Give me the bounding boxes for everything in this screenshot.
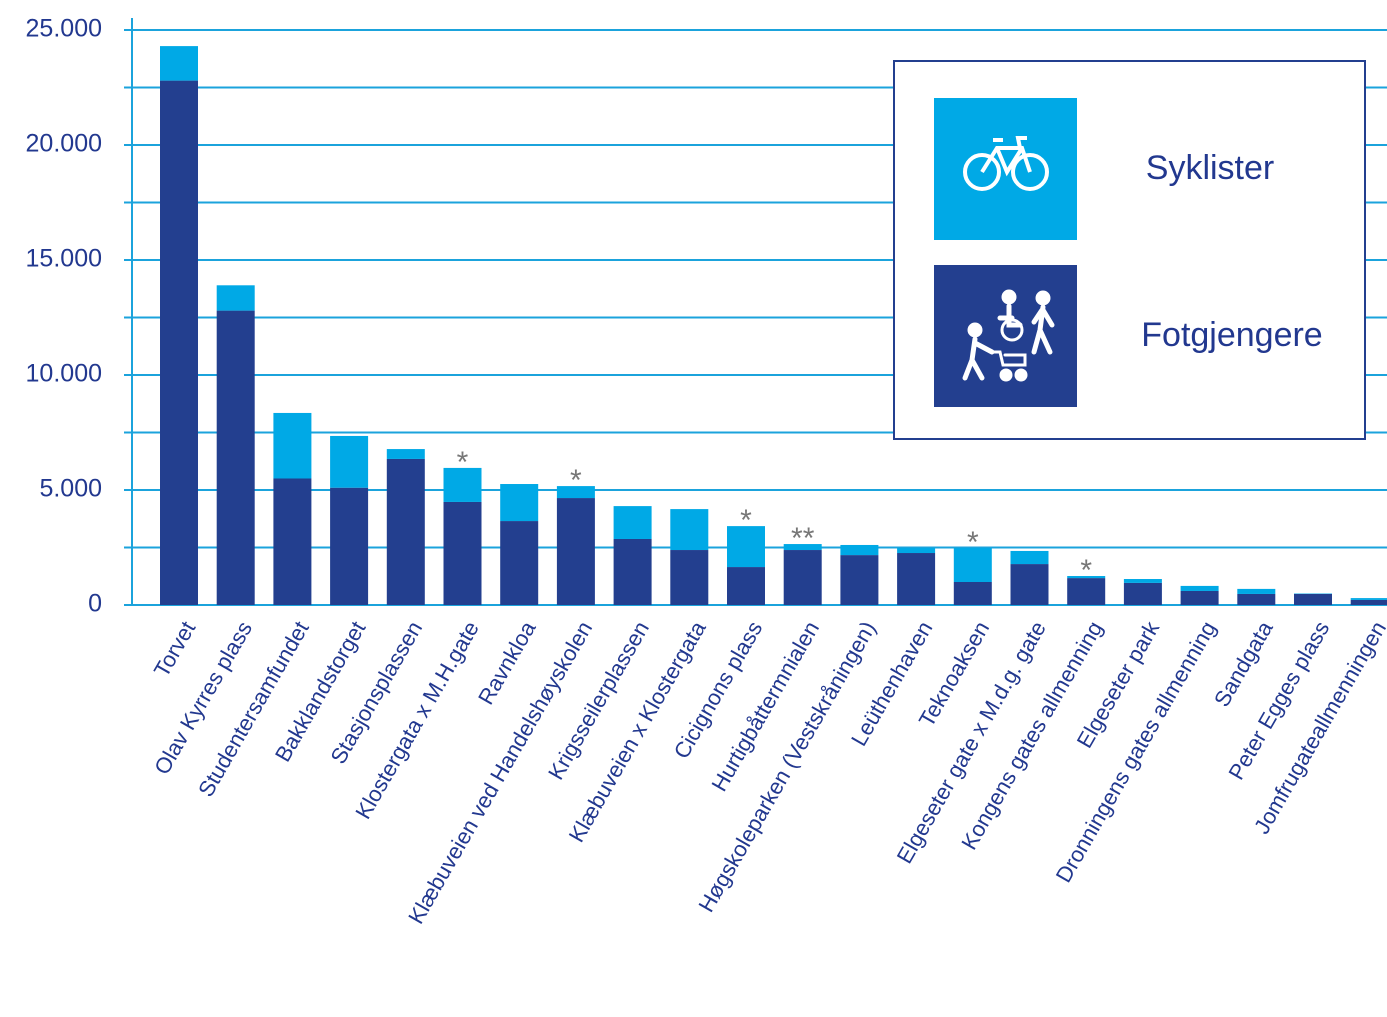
bar-segment — [273, 478, 312, 605]
bar-segment — [1067, 576, 1106, 579]
bar-segment — [897, 553, 936, 605]
annotation: * — [1080, 554, 1092, 587]
bar-segment — [500, 521, 539, 605]
bar-segment — [386, 458, 425, 605]
bar-segment — [443, 467, 482, 502]
bar-segment — [443, 501, 482, 605]
bar-segment — [840, 544, 879, 556]
annotation: * — [457, 446, 469, 479]
bar-segment — [1180, 590, 1219, 605]
pedestrian-icon — [962, 289, 1055, 382]
bar-segment — [1350, 599, 1387, 605]
bar-segment — [500, 484, 539, 522]
annotation: * — [570, 464, 582, 497]
annotation: * — [967, 526, 979, 559]
y-tick-label: 20.000 — [26, 130, 102, 158]
bar-segment — [953, 547, 992, 582]
bar-segment — [953, 582, 992, 605]
bar-segment — [556, 486, 595, 499]
y-tick-label: 5.000 — [39, 475, 102, 503]
bar-segment — [1123, 582, 1162, 605]
bar-segment — [1350, 598, 1387, 600]
y-tick-label: 0 — [88, 590, 102, 618]
bar-segment — [613, 538, 652, 605]
bar-segment — [783, 550, 822, 605]
annotation: ** — [791, 522, 815, 555]
y-tick-label: 15.000 — [26, 245, 102, 273]
bar-segment — [897, 547, 936, 554]
x-tick-label: Torvet — [149, 617, 201, 681]
legend-label: Fotgjengere — [1141, 316, 1322, 354]
bar-segment — [613, 506, 652, 539]
bar-segment — [216, 285, 255, 311]
bar-segment — [1123, 579, 1162, 583]
bar-segment — [783, 544, 822, 551]
x-tick-label: Peter Egges plass — [1223, 617, 1334, 784]
bar-segment — [556, 498, 595, 605]
bar-segment — [1237, 588, 1276, 594]
bar-segment — [1010, 564, 1049, 605]
bar-segment — [160, 46, 198, 81]
bar-segment — [216, 310, 255, 605]
bar-segment — [1067, 578, 1106, 605]
bar-segment — [727, 567, 765, 605]
bar-segment — [273, 412, 312, 479]
y-tick-label: 25.000 — [26, 15, 102, 43]
bar-segment — [670, 509, 709, 551]
annotation: * — [740, 504, 752, 537]
bar-segment — [330, 487, 369, 605]
bar-segment — [1294, 593, 1332, 605]
legend-label: Syklister — [1146, 149, 1274, 187]
legend: Syklister Fotgjengere — [893, 60, 1366, 440]
bar-segment — [160, 80, 198, 606]
bike-icon — [963, 136, 1049, 191]
y-tick-label: 10.000 — [26, 360, 102, 388]
bar-segment — [840, 555, 879, 605]
bar-segment — [1237, 593, 1276, 605]
x-tick-label: Krigsseilerplassen — [543, 617, 654, 784]
bar-segment — [670, 550, 709, 605]
bar-segment — [386, 449, 425, 459]
bar-segment — [330, 435, 369, 488]
bar-segment — [727, 526, 765, 568]
bar-segment — [1010, 550, 1049, 565]
bar-segment — [1180, 585, 1219, 591]
